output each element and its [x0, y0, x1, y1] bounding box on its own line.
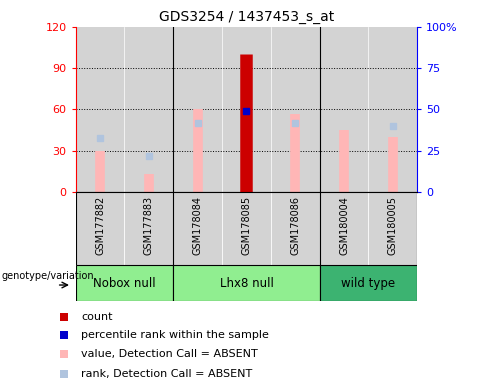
- Text: GSM180005: GSM180005: [388, 196, 398, 255]
- Bar: [173, 27, 222, 192]
- Text: GSM177883: GSM177883: [144, 196, 154, 255]
- Bar: [124, 27, 173, 192]
- Text: Lhx8 null: Lhx8 null: [220, 277, 273, 290]
- Text: GSM178084: GSM178084: [193, 196, 203, 255]
- Bar: [173, 265, 320, 301]
- Text: percentile rank within the sample: percentile rank within the sample: [81, 330, 269, 340]
- Bar: [271, 27, 320, 192]
- Title: GDS3254 / 1437453_s_at: GDS3254 / 1437453_s_at: [159, 10, 334, 25]
- Bar: [222, 27, 271, 192]
- Text: wild type: wild type: [342, 277, 395, 290]
- Bar: [368, 192, 417, 265]
- Text: GSM180004: GSM180004: [339, 196, 349, 255]
- Bar: [320, 265, 417, 301]
- Bar: [222, 192, 271, 265]
- Bar: [76, 192, 124, 265]
- Text: Nobox null: Nobox null: [93, 277, 156, 290]
- Text: genotype/variation: genotype/variation: [1, 271, 94, 281]
- Bar: [76, 27, 124, 192]
- Bar: [173, 192, 222, 265]
- Bar: [271, 192, 320, 265]
- Bar: [320, 192, 368, 265]
- Text: value, Detection Call = ABSENT: value, Detection Call = ABSENT: [81, 349, 258, 359]
- Bar: [320, 27, 368, 192]
- Text: rank, Detection Call = ABSENT: rank, Detection Call = ABSENT: [81, 369, 252, 379]
- Bar: [368, 27, 417, 192]
- Text: GSM178085: GSM178085: [242, 196, 251, 255]
- Text: GSM177882: GSM177882: [95, 196, 105, 255]
- Bar: [124, 192, 173, 265]
- Text: count: count: [81, 312, 113, 322]
- Text: GSM178086: GSM178086: [290, 196, 300, 255]
- Bar: [76, 265, 173, 301]
